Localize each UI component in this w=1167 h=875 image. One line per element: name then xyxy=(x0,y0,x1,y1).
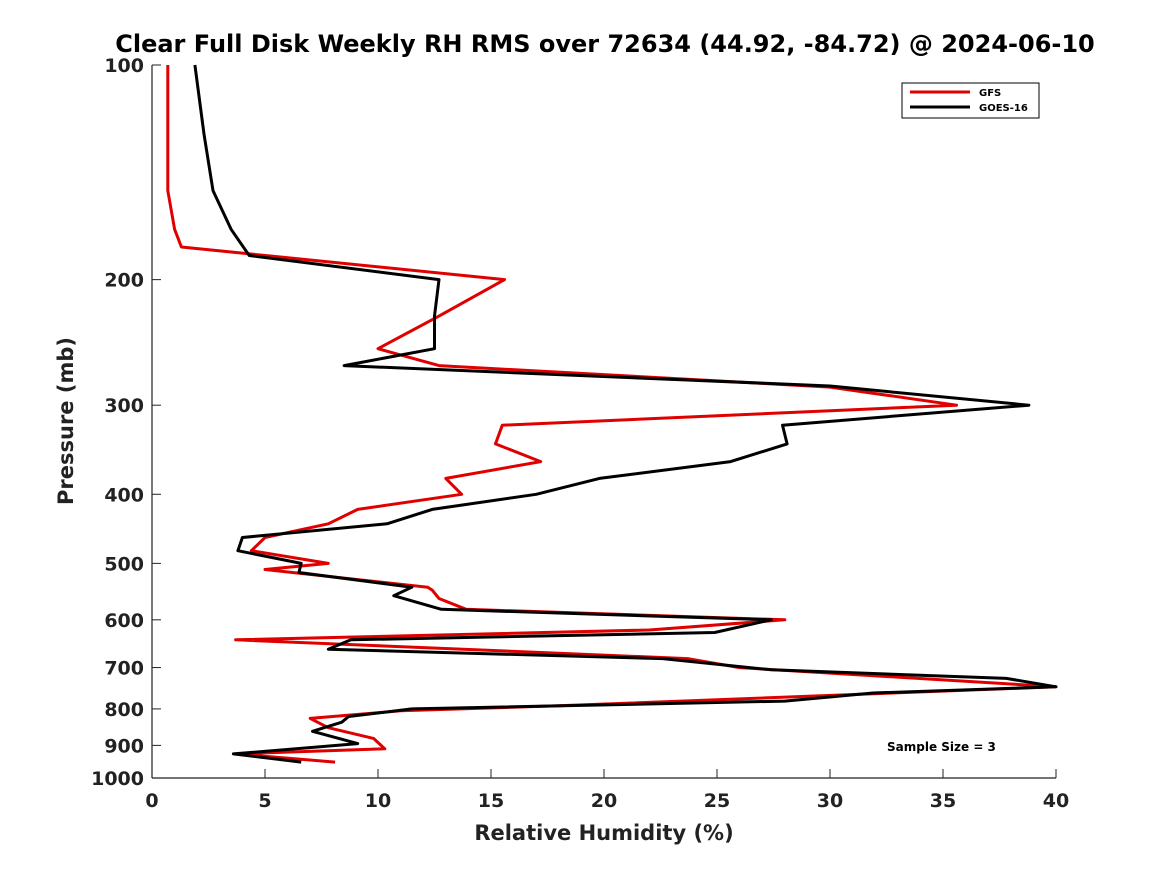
x-tick-label: 40 xyxy=(1043,790,1069,812)
x-tick-label: 30 xyxy=(817,790,843,812)
y-tick-label: 200 xyxy=(104,270,144,292)
x-tick-label: 15 xyxy=(478,790,504,812)
x-axis-label: Relative Humidity (%) xyxy=(474,821,733,845)
legend: GFS GOES-16 xyxy=(901,82,1040,119)
chart-title: Clear Full Disk Weekly RH RMS over 72634… xyxy=(115,30,1095,58)
series-layer xyxy=(166,64,1058,764)
legend-box xyxy=(901,82,1040,119)
x-tick-label: 35 xyxy=(930,790,956,812)
y-tick-label: 1000 xyxy=(91,768,144,790)
y-tick-label: 400 xyxy=(104,484,144,506)
x-tick-label: 25 xyxy=(704,790,730,812)
y-tick-label: 800 xyxy=(104,699,144,721)
x-tick-label: 20 xyxy=(591,790,617,812)
legend-label-gfs: GFS xyxy=(979,88,1001,99)
y-tick-label: 600 xyxy=(104,610,144,632)
y-tick-label: 900 xyxy=(104,735,144,757)
x-tick-label: 0 xyxy=(145,790,158,812)
axes: 0 5 10 15 20 25 30 35 40 100 200 300 400 500 600 700 800… xyxy=(91,55,1069,812)
series-line-goes-16 xyxy=(193,64,1058,764)
y-tick-label: 100 xyxy=(104,55,144,77)
y-tick-label: 500 xyxy=(104,553,144,575)
y-tick-label: 700 xyxy=(104,658,144,680)
x-tick-label: 10 xyxy=(365,790,391,812)
sample-size-annotation: Sample Size = 3 xyxy=(887,740,996,754)
legend-label-goes16: GOES-16 xyxy=(979,103,1028,114)
y-axis-label: Pressure (mb) xyxy=(54,337,78,505)
y-tick-label: 300 xyxy=(104,395,144,417)
x-tick-label: 5 xyxy=(258,790,271,812)
